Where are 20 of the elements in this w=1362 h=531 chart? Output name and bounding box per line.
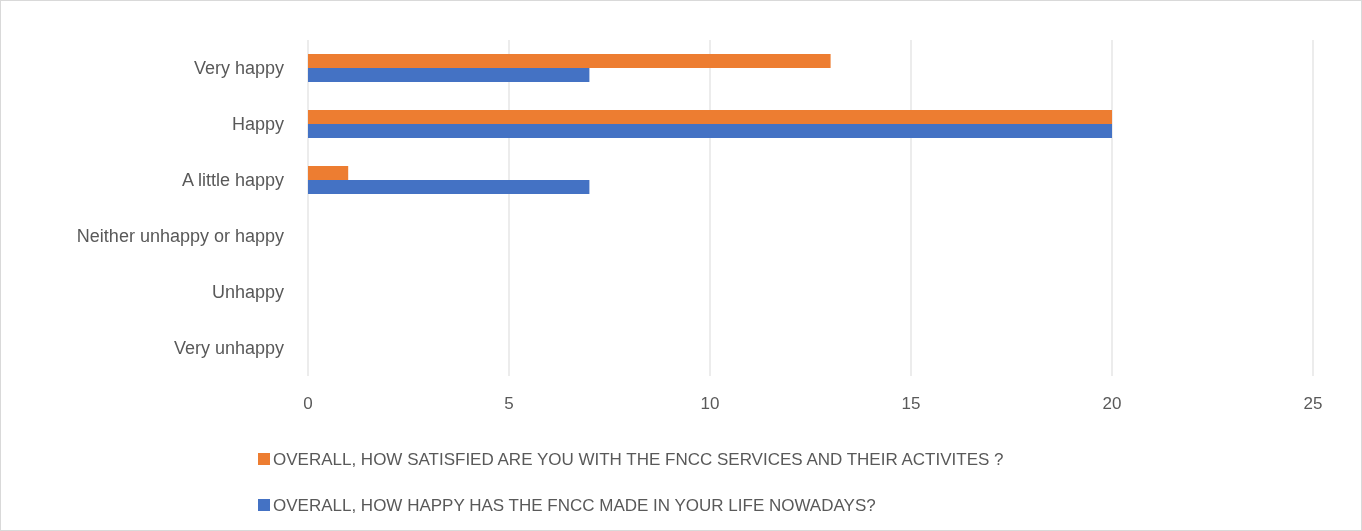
x-tick-label: 15 <box>901 394 921 413</box>
x-tick-label: 5 <box>504 394 514 413</box>
bar <box>308 124 1112 138</box>
y-tick-label: Very unhappy <box>173 338 284 358</box>
y-tick-label: Unhappy <box>211 282 284 302</box>
bar <box>308 54 831 68</box>
legend-label: OVERALL, HOW SATISFIED ARE YOU WITH THE FNCC SERVICES AND THEIR ACTIVITES ? <box>273 450 1004 469</box>
y-tick-label: Very happy <box>193 58 284 78</box>
y-tick-label: A little happy <box>181 170 284 190</box>
legend-label: OVERALL, HOW HAPPY HAS THE FNCC MADE IN YOUR LIFE NOWADAYS? <box>273 496 876 515</box>
bar <box>308 180 590 194</box>
x-tick-label: 10 <box>700 394 720 413</box>
x-tick-label: 25 <box>1303 394 1323 413</box>
bar <box>308 110 1112 124</box>
bar <box>308 166 349 180</box>
y-tick-label: Happy <box>231 114 284 134</box>
y-tick-label: Neither unhappy or happy <box>76 226 284 246</box>
x-tick-label: 20 <box>1102 394 1122 413</box>
x-tick-label: 0 <box>303 394 313 413</box>
bar <box>308 68 590 82</box>
